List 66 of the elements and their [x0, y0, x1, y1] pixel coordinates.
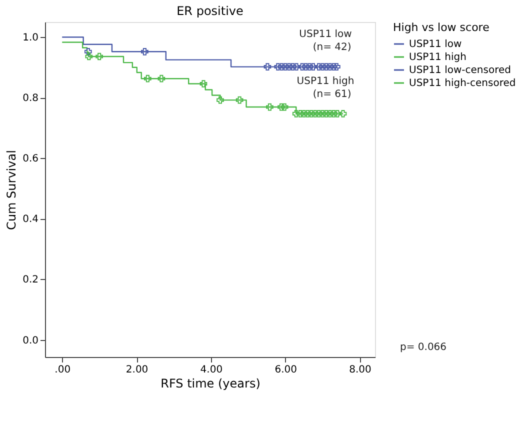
x-tick-label: 8.00	[349, 364, 372, 376]
point	[292, 63, 300, 70]
point	[85, 52, 93, 60]
point	[318, 63, 326, 70]
x-tick-label: 6.00	[274, 364, 297, 376]
point	[296, 110, 304, 118]
point	[315, 63, 322, 70]
x-tick-label: .00	[54, 364, 71, 376]
legend-label: USP11 low	[409, 39, 462, 50]
annotation: USP11 high	[296, 76, 354, 87]
annotation: (n= 42)	[312, 42, 352, 53]
point	[289, 63, 296, 70]
point	[315, 110, 322, 118]
point	[333, 63, 340, 70]
point	[304, 110, 312, 118]
point	[278, 103, 285, 111]
point	[292, 110, 300, 118]
point	[285, 63, 293, 70]
point	[200, 80, 208, 88]
text: p= 0.066	[400, 342, 447, 353]
point	[236, 96, 244, 104]
y-axis-title: Cum Survival	[4, 150, 19, 230]
point	[330, 63, 338, 70]
annotation: (n= 61)	[312, 89, 352, 100]
point	[278, 63, 286, 70]
point	[282, 63, 289, 70]
point	[274, 63, 282, 70]
point	[311, 110, 319, 118]
x-tick-label: 2.00	[126, 364, 148, 376]
legend-label: USP11 low-censored	[409, 65, 511, 76]
point	[339, 110, 347, 118]
legend-title: High vs low score	[393, 21, 490, 34]
annotation: USP11 low	[299, 29, 352, 40]
point	[326, 110, 334, 118]
point	[141, 48, 148, 56]
y-tick-label: 1.0	[22, 32, 38, 44]
point	[264, 63, 272, 70]
point	[216, 96, 224, 104]
x-axis-title: RFS time (years)	[160, 376, 260, 390]
point	[280, 103, 288, 111]
legend-label: USP11 high-censored	[409, 78, 516, 89]
point	[266, 103, 274, 111]
y-tick-label: 0.6	[22, 154, 38, 165]
y-tick-label: 0.0	[22, 335, 38, 346]
y-tick-label: 0.4	[22, 214, 38, 226]
point	[318, 110, 326, 118]
point	[326, 63, 334, 70]
point	[322, 63, 330, 70]
legend-label: USP11 high	[409, 52, 466, 63]
point	[298, 63, 306, 70]
point	[158, 74, 166, 82]
y-tick-label: 0.8	[22, 93, 38, 104]
point	[310, 63, 317, 70]
point	[322, 110, 330, 118]
point	[96, 52, 103, 60]
point	[330, 110, 338, 118]
chart-title: ER positive	[176, 4, 244, 18]
point	[302, 63, 310, 70]
x-tick-label: 4.00	[200, 364, 223, 376]
point	[306, 63, 314, 70]
point	[308, 110, 316, 118]
point	[334, 110, 342, 118]
point	[84, 48, 92, 56]
point	[144, 74, 152, 82]
point	[300, 110, 308, 118]
y-tick-label: 0.2	[22, 274, 38, 286]
